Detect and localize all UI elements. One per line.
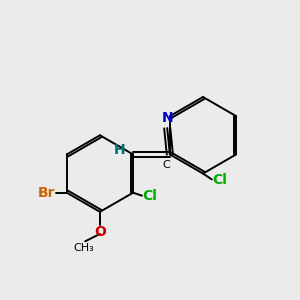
Text: Cl: Cl	[212, 173, 227, 187]
Text: Cl: Cl	[142, 189, 158, 202]
Text: N: N	[161, 111, 173, 125]
Text: Br: Br	[38, 186, 56, 200]
Text: O: O	[94, 225, 106, 239]
Text: C: C	[162, 160, 170, 170]
Text: CH₃: CH₃	[74, 243, 94, 253]
Text: H: H	[114, 143, 126, 157]
